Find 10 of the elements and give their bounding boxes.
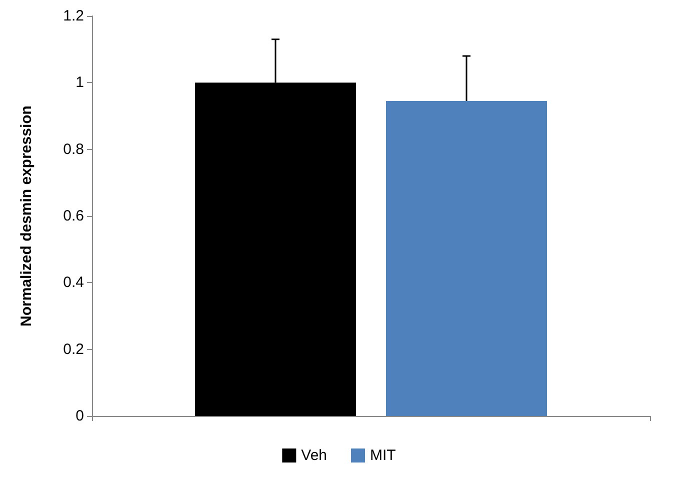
y-tick-label: 0.8 <box>63 140 84 158</box>
legend-label: Veh <box>301 447 328 464</box>
y-tick-label: 0.2 <box>63 340 84 358</box>
y-tick-label: 0.4 <box>63 274 84 292</box>
y-tick-label: 0 <box>76 408 84 424</box>
y-tick-label: 0.6 <box>63 208 84 224</box>
y-tick-label: 1.2 <box>63 8 84 24</box>
legend-label: MIT <box>370 447 396 464</box>
y-tick-label: 1 <box>76 74 84 92</box>
y-axis-title: Normalized desmin expression <box>18 106 35 326</box>
